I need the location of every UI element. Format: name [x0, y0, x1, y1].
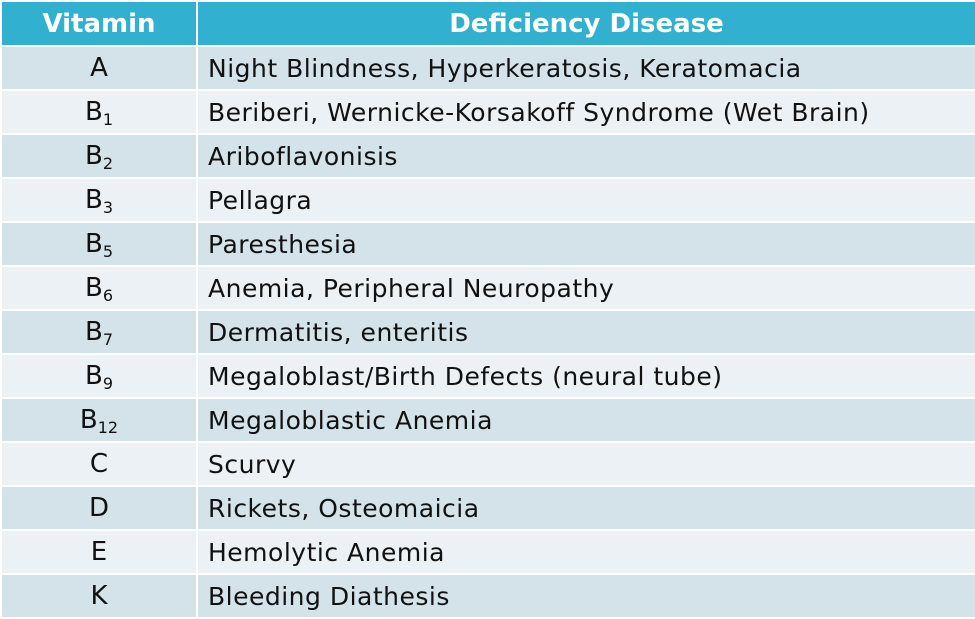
vitamin-letter: B [84, 229, 103, 259]
vitamin-cell: B9 [0, 353, 198, 399]
disease-cell: Megaloblast/Birth Defects (neural tube) [196, 353, 975, 399]
table-row: C Scurvy [0, 441, 975, 487]
vitamin-cell: B6 [0, 265, 198, 311]
vitamin-letter: B [84, 97, 103, 127]
vitamin-subscript: 12 [97, 418, 119, 437]
table-row: B9 Megaloblast/Birth Defects (neural tub… [0, 353, 975, 399]
table-row: K Bleeding Diathesis [0, 573, 975, 619]
vitamin-letter: B [84, 273, 103, 303]
vitamin-cell: B3 [0, 177, 198, 223]
vitamin-letter: D [88, 493, 110, 523]
vitamin-letter: E [90, 537, 108, 567]
disease-cell: Dermatitis, enteritis [196, 309, 975, 355]
vitamin-cell: B7 [0, 309, 198, 355]
disease-cell: Ariboflavonisis [196, 133, 975, 179]
table-body: A Night Blindness, Hyperkeratosis, Kerat… [0, 45, 975, 619]
header-deficiency-disease: Deficiency Disease [196, 0, 975, 47]
disease-cell: Rickets, Osteomaicia [196, 485, 975, 531]
table-row: E Hemolytic Anemia [0, 529, 975, 575]
vitamin-letter: C [89, 449, 109, 479]
table-row: B1 Beriberi, Wernicke-Korsakoff Syndrome… [0, 89, 975, 135]
vitamin-subscript: 9 [102, 374, 114, 393]
vitamin-subscript: 2 [102, 154, 114, 173]
table-row: A Night Blindness, Hyperkeratosis, Kerat… [0, 45, 975, 91]
table-row: B3 Pellagra [0, 177, 975, 223]
vitamin-cell: A [0, 45, 198, 91]
vitamin-cell: B12 [0, 397, 198, 443]
vitamin-subscript: 3 [102, 198, 114, 217]
table-row: B6 Anemia, Peripheral Neuropathy [0, 265, 975, 311]
vitamin-letter: K [90, 581, 108, 611]
disease-cell: Night Blindness, Hyperkeratosis, Keratom… [196, 45, 975, 91]
disease-cell: Beriberi, Wernicke-Korsakoff Syndrome (W… [196, 89, 975, 135]
vitamin-subscript: 6 [102, 286, 114, 305]
vitamin-cell: B5 [0, 221, 198, 267]
header-row: Vitamin Deficiency Disease [0, 0, 975, 47]
table-row: B5 Paresthesia [0, 221, 975, 267]
vitamin-letter: B [84, 185, 103, 215]
vitamin-letter: A [90, 53, 108, 83]
vitamin-letter: B [79, 405, 98, 435]
disease-cell: Megaloblastic Anemia [196, 397, 975, 443]
disease-cell: Scurvy [196, 441, 975, 487]
vitamin-subscript: 7 [102, 330, 114, 349]
vitamin-cell: B1 [0, 89, 198, 135]
disease-cell: Pellagra [196, 177, 975, 223]
table-row: B7 Dermatitis, enteritis [0, 309, 975, 355]
vitamin-letter: B [84, 317, 103, 347]
disease-cell: Anemia, Peripheral Neuropathy [196, 265, 975, 311]
vitamin-cell: E [0, 529, 198, 575]
vitamin-letter: B [84, 361, 103, 391]
vitamin-cell: B2 [0, 133, 198, 179]
vitamin-subscript: 1 [102, 110, 114, 129]
vitamin-subscript: 5 [102, 242, 114, 261]
disease-cell: Hemolytic Anemia [196, 529, 975, 575]
vitamin-cell: D [0, 485, 198, 531]
disease-cell: Bleeding Diathesis [196, 573, 975, 619]
header-vitamin: Vitamin [0, 0, 198, 47]
table-row: B12 Megaloblastic Anemia [0, 397, 975, 443]
vitamin-cell: K [0, 573, 198, 619]
vitamin-letter: B [84, 141, 103, 171]
table-row: D Rickets, Osteomaicia [0, 485, 975, 531]
disease-cell: Paresthesia [196, 221, 975, 267]
vitamin-cell: C [0, 441, 198, 487]
table-row: B2 Ariboflavonisis [0, 133, 975, 179]
